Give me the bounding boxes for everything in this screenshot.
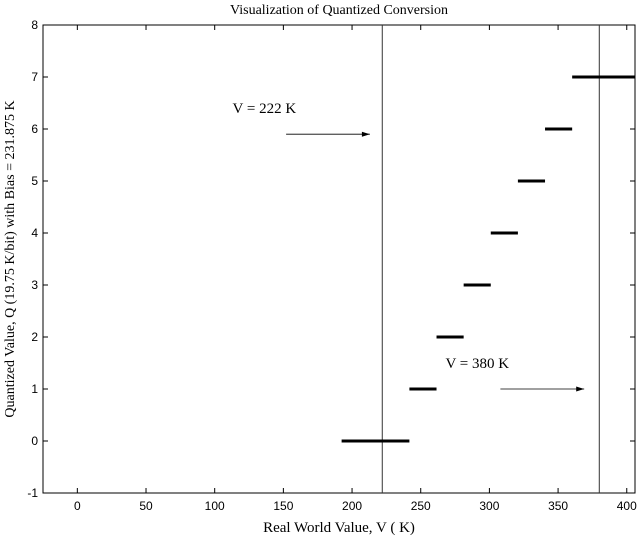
- x-tick-label: 0: [74, 499, 81, 513]
- annotation-text: V = 222 K: [233, 101, 297, 117]
- chart-title: Visualization of Quantized Conversion: [230, 3, 448, 18]
- arrow-head-icon: [576, 386, 585, 392]
- y-tick-label: -1: [27, 486, 38, 500]
- arrow-head-icon: [361, 131, 370, 137]
- y-tick-label: 1: [31, 382, 38, 396]
- y-tick-label: 8: [31, 18, 38, 32]
- annotation-text: V = 380 K: [445, 356, 509, 372]
- x-tick-label: 100: [205, 499, 225, 513]
- y-axis-label: Quantized Value, Q (19.75 K/bit) with Bi…: [3, 100, 18, 417]
- x-tick-label: 350: [548, 499, 568, 513]
- y-tick-label: 6: [31, 122, 38, 136]
- x-tick-label: 200: [342, 499, 362, 513]
- x-tick-label: 400: [617, 499, 637, 513]
- y-tick-label: 2: [31, 330, 38, 344]
- x-tick-label: 150: [273, 499, 293, 513]
- y-tick-label: 3: [31, 278, 38, 292]
- plot-frame: [42, 24, 636, 494]
- y-tick-label: 7: [31, 70, 38, 84]
- y-tick-label: 5: [31, 174, 38, 188]
- x-tick-label: 250: [411, 499, 431, 513]
- y-tick-label: 0: [31, 434, 38, 448]
- x-tick-label: 50: [139, 499, 153, 513]
- x-axis-label: Real World Value, V ( K): [263, 520, 415, 536]
- x-tick-label: 300: [479, 499, 499, 513]
- y-tick-label: 4: [31, 226, 38, 240]
